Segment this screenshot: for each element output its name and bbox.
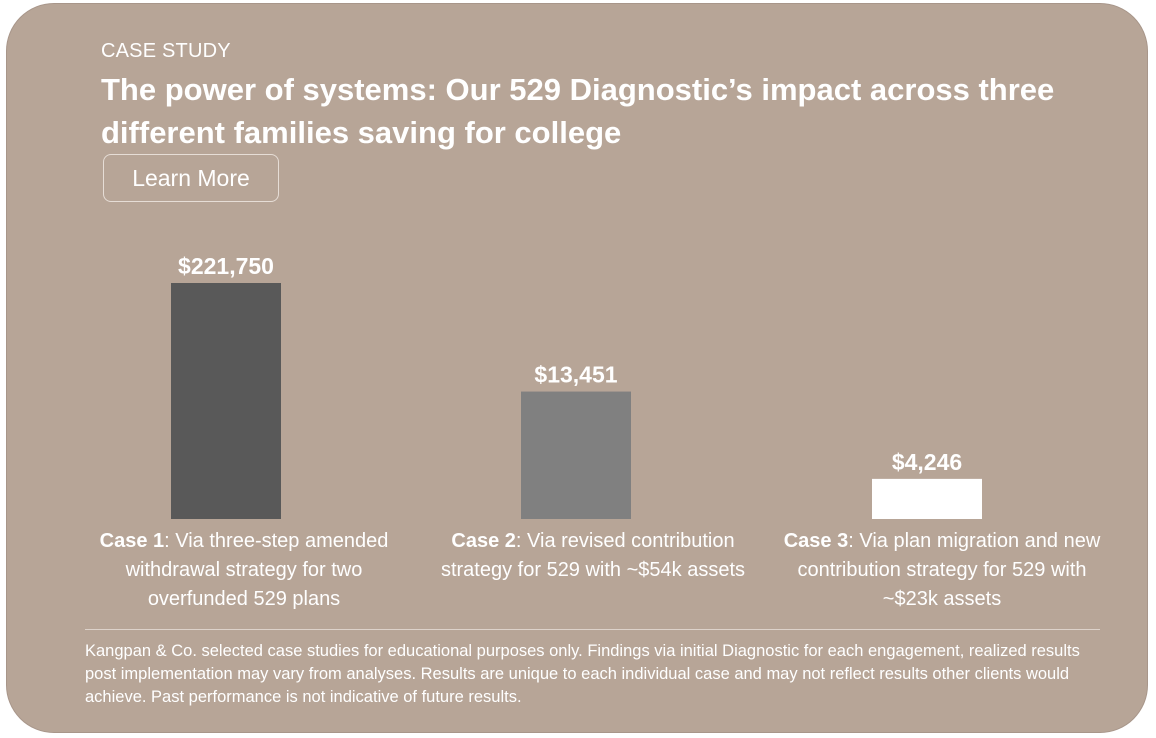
- case-2-name: Case 2: [451, 530, 516, 552]
- learn-more-button[interactable]: Learn More: [103, 154, 279, 202]
- footer-divider: [85, 629, 1100, 630]
- case-3-separator: :: [848, 530, 860, 552]
- bar-chart: $221,750 $13,451 $4,246: [171, 253, 982, 519]
- case-1-name: Case 1: [99, 530, 165, 552]
- case-1-description: Via three-step amended withdrawal strate…: [125, 530, 389, 610]
- disclaimer-text: Kangpan & Co. selected case studies for …: [85, 642, 1080, 706]
- bar-value-label-case-1: $221,750: [178, 253, 274, 279]
- case-2-description: Via revised contribution strategy for 52…: [440, 530, 746, 581]
- case-3-name: Case 3: [783, 530, 849, 552]
- case-1-label: Case 1: Via three-step amended withdrawa…: [79, 527, 409, 614]
- bar-case-1: [171, 283, 281, 519]
- page-title: The power of systems: Our 529 Diagnostic…: [101, 72, 1055, 150]
- case-study-card: CASE STUDY The power of systems: Our 529…: [6, 3, 1148, 733]
- bar-value-label-case-2: $13,451: [534, 362, 617, 388]
- bar-value-label-case-3: $4,246: [892, 449, 962, 475]
- case-3-label: Case 3: Via plan migration and new contr…: [777, 527, 1107, 614]
- case-2-separator: :: [515, 530, 528, 552]
- eyebrow-label: CASE STUDY: [101, 40, 231, 62]
- bar-case-3: [872, 478, 982, 519]
- case-1-separator: :: [164, 530, 176, 552]
- bar-case-2: [521, 391, 631, 519]
- case-2-label: Case 2: Via revised contribution strateg…: [428, 527, 758, 585]
- case-3-description: Via plan migration and new contribution …: [797, 530, 1101, 610]
